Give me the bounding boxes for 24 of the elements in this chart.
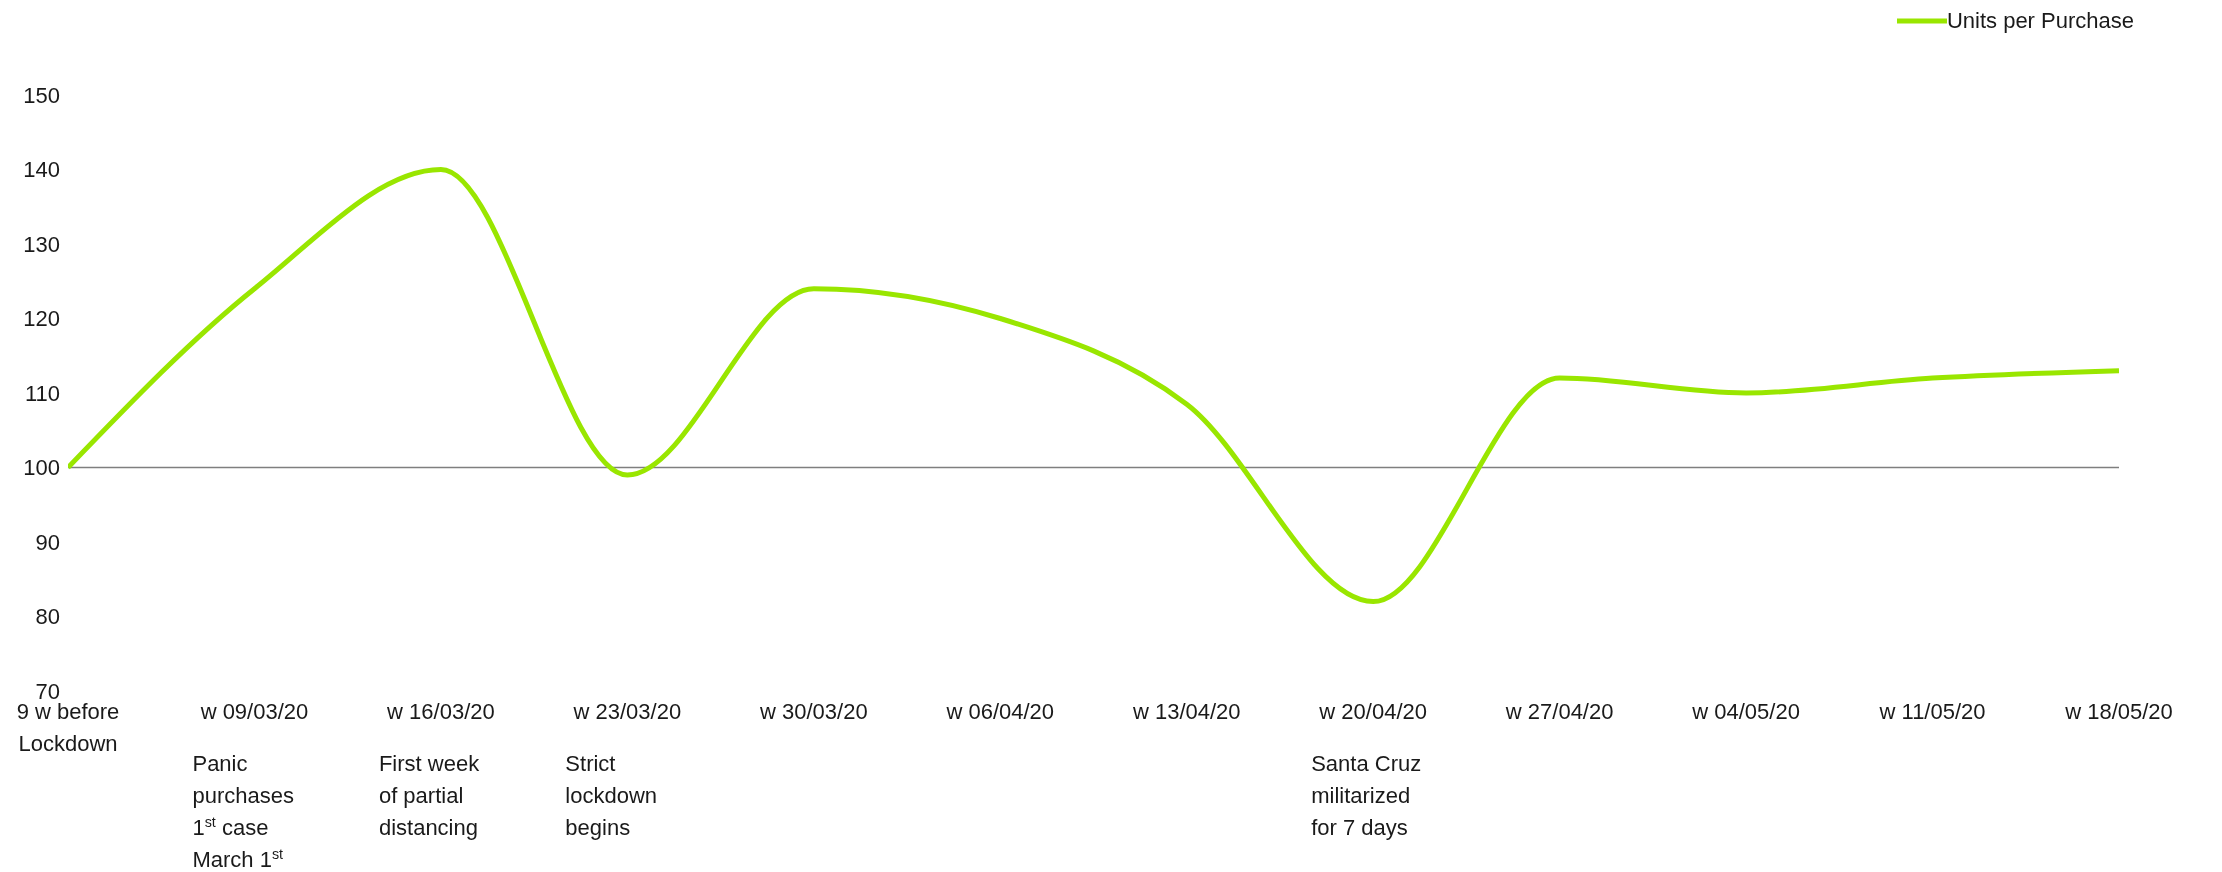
text: Panic purchases 1$^{st}$ case March 1$^{st}$	[192, 751, 294, 872]
y-tick-label: 150	[23, 82, 60, 108]
y-tick-label: 80	[35, 604, 60, 630]
x-tick-label: w 06/04/20	[945, 699, 1055, 724]
x-tick-label: w 23/03/20	[572, 699, 682, 724]
x-tick-label: w 16/03/20	[386, 699, 495, 724]
x-tick-label: w 04/05/20	[1691, 699, 1800, 724]
text: First week of partial distancing	[378, 751, 481, 840]
x-tick-label: w 13/04/20	[1131, 699, 1241, 724]
x-tick-label: w 30/03/20	[759, 699, 868, 724]
x-tick-label: w 11/05/20	[1878, 699, 1986, 724]
y-tick-label: 120	[23, 306, 60, 332]
x-tick-label: w 20/04/20	[1318, 699, 1427, 724]
y-tick-label: 130	[23, 231, 60, 257]
y-tick-label: 110	[24, 380, 60, 406]
y-tick-label: 100	[23, 455, 60, 481]
x-tick-label: w 27/04/20	[1504, 699, 1614, 724]
text: Strict lockdown begins	[565, 751, 658, 840]
legend-label: Units per Purchase	[1946, 8, 2134, 34]
text: Santa Cruz militarized for 7 days	[1311, 751, 1422, 840]
x-tick-label: w 18/05/20	[2064, 699, 2173, 724]
y-tick-label: 140	[23, 157, 60, 183]
y-tick-label: 90	[35, 529, 60, 555]
x-tick-label: w 09/03/20	[199, 699, 309, 724]
